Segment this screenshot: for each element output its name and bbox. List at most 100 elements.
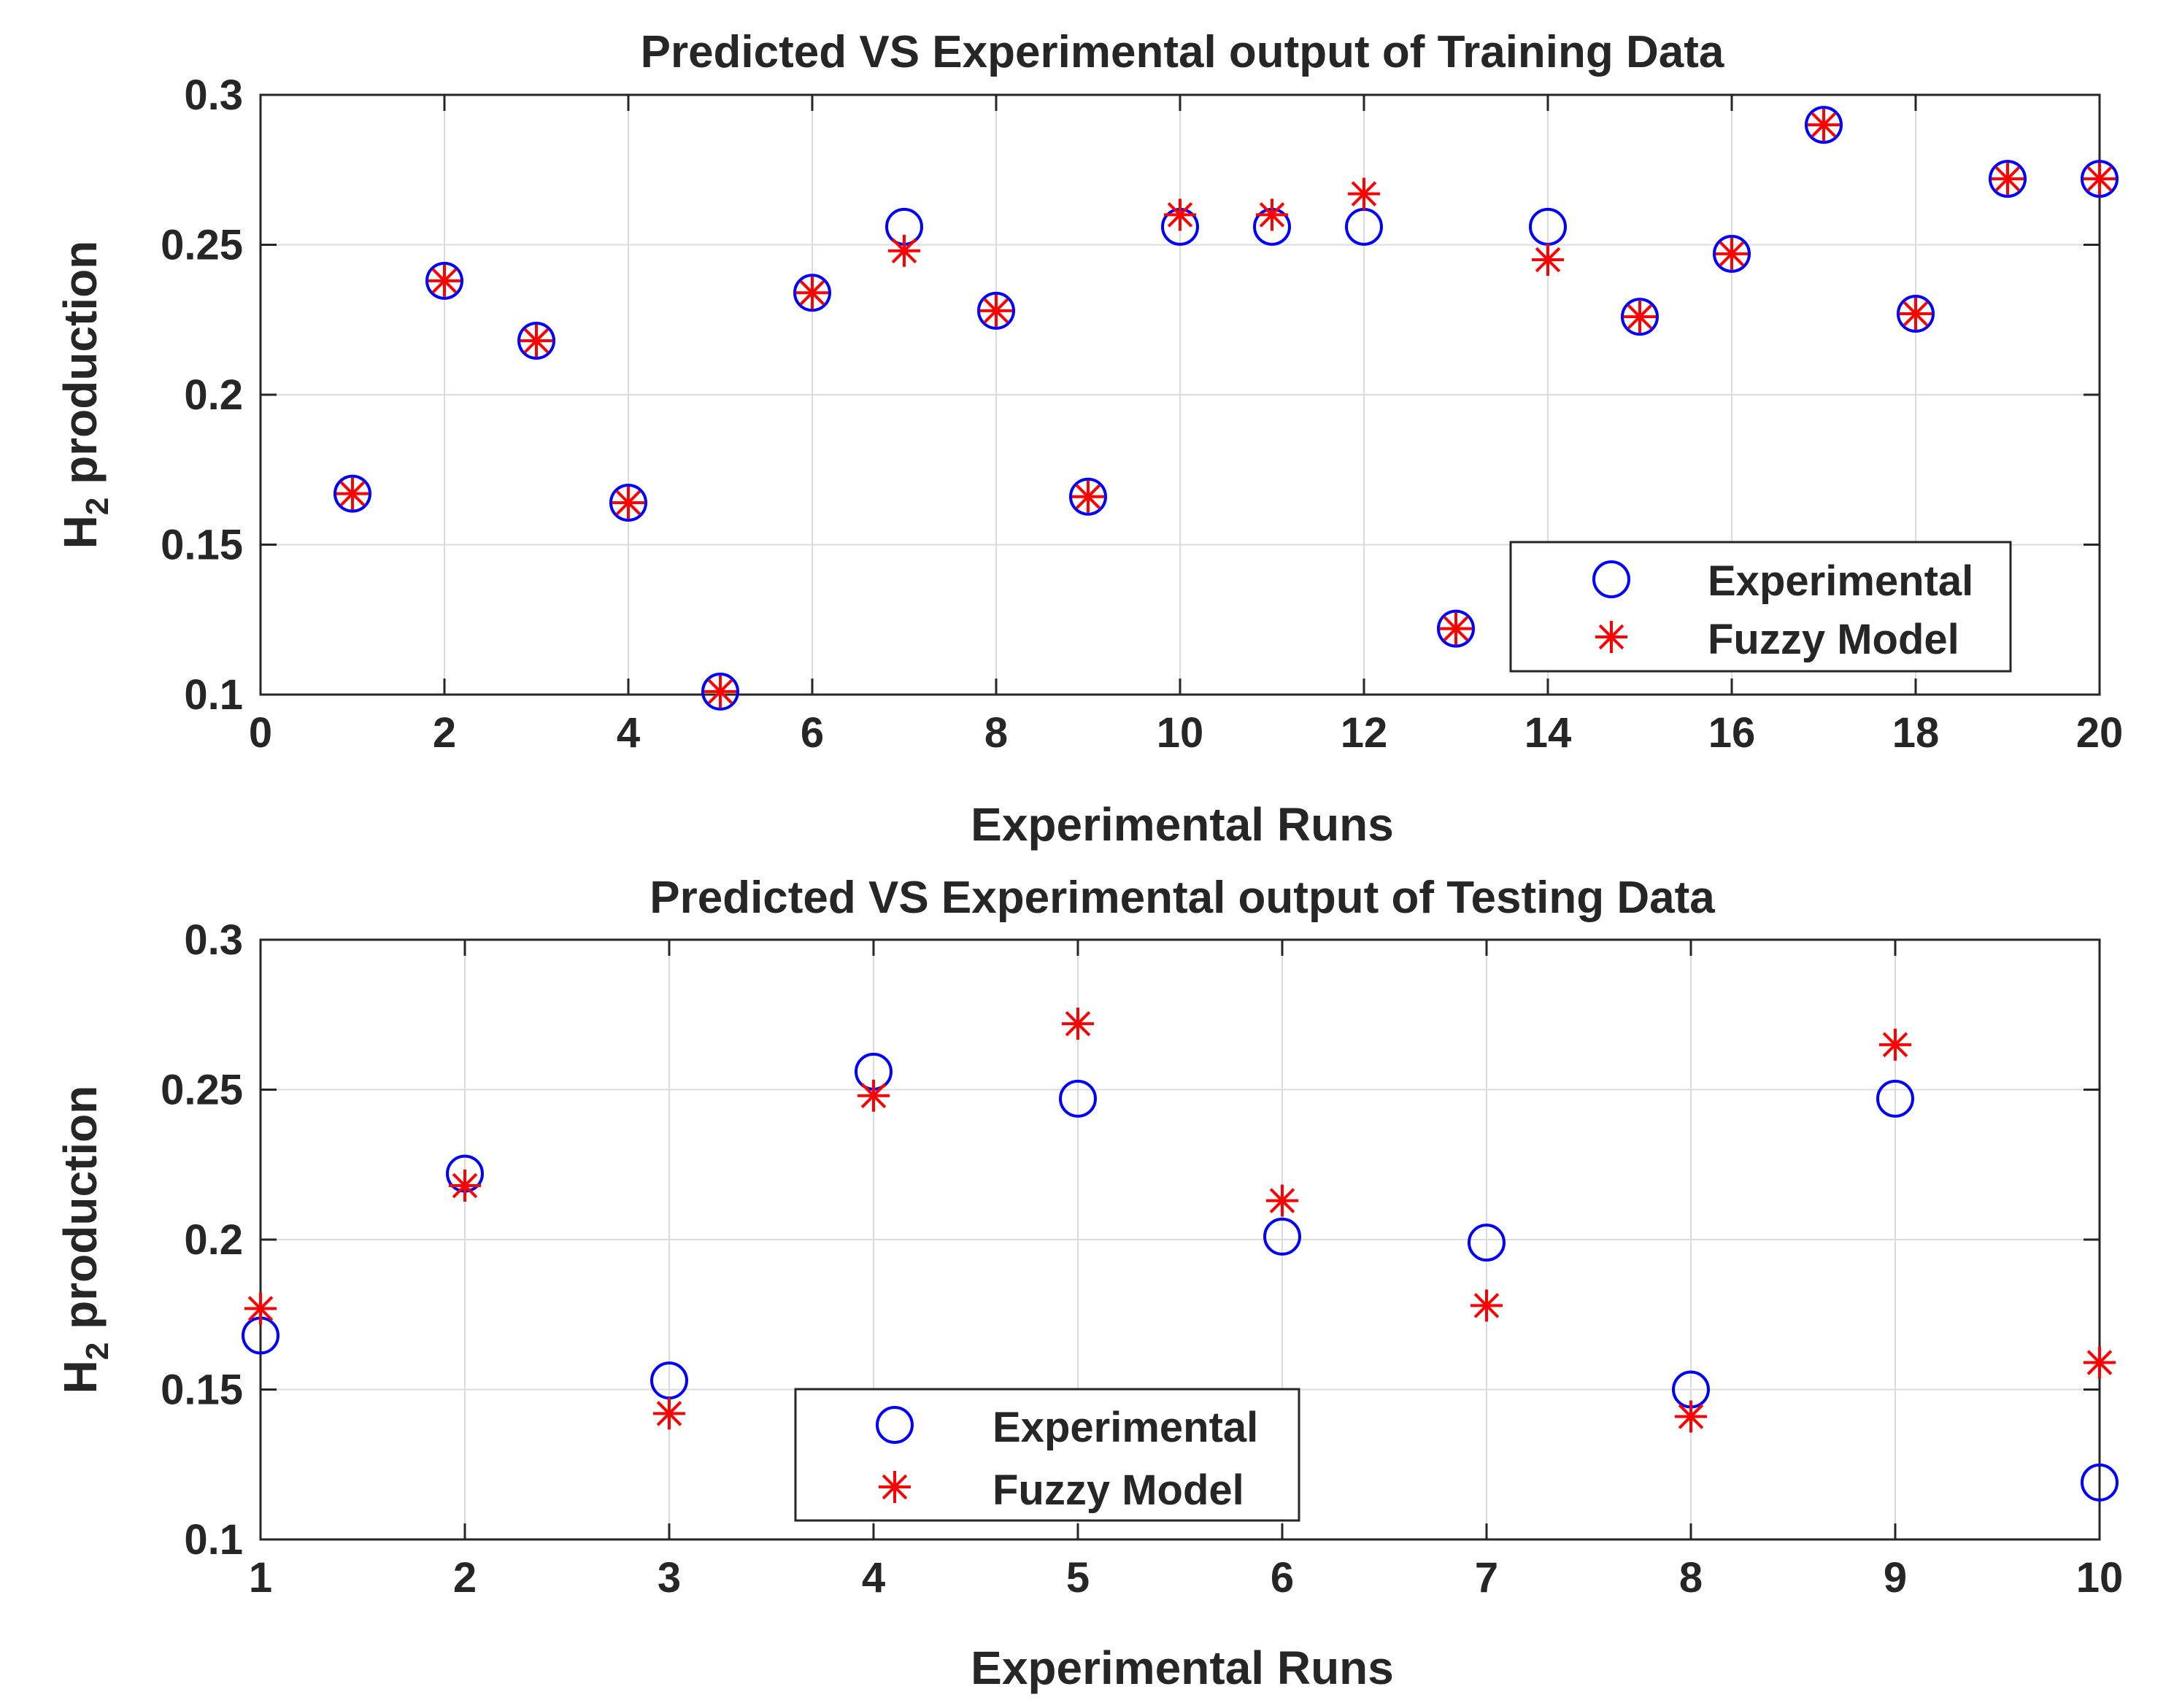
testing-fuzzy-point [653, 1397, 685, 1430]
training-legend-box [1509, 541, 2012, 673]
training-experimental-point [1897, 295, 1935, 333]
testing-legend-star-glyph [879, 1471, 911, 1503]
training-legend-experimental-marker [1592, 560, 1630, 598]
training-legend-circle-glyph [1592, 560, 1630, 598]
testing-fuzzy-point [2084, 1346, 2116, 1379]
training-fuzzy-point [428, 264, 460, 297]
training-fuzzy-point [1900, 298, 1932, 331]
training-fuzzy-point [796, 277, 828, 309]
testing-fuzzy-point [1062, 1008, 1094, 1040]
testing-chart-title: Predicted VS Experimental output of Test… [649, 873, 1715, 923]
testing-y-tick-label: 0.2 [184, 1216, 243, 1264]
testing-x-axis-label: Experimental Runs [971, 1642, 1394, 1694]
testing-experimental-point [1059, 1079, 1097, 1118]
training-x-tick-label: 18 [1892, 709, 1940, 757]
training-y-tick-label: 0.25 [161, 222, 243, 269]
testing-legend-circle-glyph [876, 1406, 914, 1444]
testing-chart: Predicted VS Experimental output of Test… [54, 873, 2123, 1694]
testing-x-tick-label: 6 [1271, 1554, 1294, 1601]
training-fuzzy-point [336, 477, 369, 510]
training-legend: Experimental Fuzzy Model [1509, 541, 2012, 673]
training-fuzzy-point [1348, 177, 1380, 210]
testing-experimental-point [1468, 1224, 1506, 1262]
testing-legend-fuzzy-label: Fuzzy Model [992, 1467, 1244, 1514]
training-x-tick-label: 2 [433, 709, 456, 757]
testing-x-tick-label: 3 [658, 1554, 681, 1601]
training-y-tick-label: 0.2 [184, 371, 243, 419]
testing-marks [242, 1008, 2119, 1502]
training-experimental-point [1069, 477, 1107, 516]
training-y-tick-label: 0.1 [184, 671, 243, 719]
testing-x-tick-label: 5 [1066, 1554, 1090, 1601]
training-experimental-point [609, 483, 647, 522]
training-fuzzy-point [1716, 237, 1748, 270]
training-fuzzy-point [1624, 301, 1656, 333]
testing-x-ticks: 1 2 3 4 5 6 7 8 9 10 [249, 940, 2123, 1601]
testing-x-tick-label: 2 [453, 1554, 477, 1601]
testing-y-label-rest: production [54, 1086, 107, 1342]
training-marks [334, 106, 2119, 711]
testing-y-tick-label: 0.3 [184, 916, 243, 964]
training-experimental-point [1437, 609, 1475, 648]
training-chart: Predicted VS Experimental output of Trai… [54, 27, 2123, 851]
testing-y-label-h: H [54, 1360, 107, 1394]
training-y-label-rest: production [54, 241, 107, 498]
training-experimental-point [517, 322, 555, 360]
testing-fuzzy-point [1266, 1184, 1298, 1217]
training-x-tick-label: 0 [249, 709, 272, 757]
testing-fuzzy-point [1675, 1400, 1707, 1433]
testing-x-tick-label: 7 [1475, 1554, 1498, 1601]
training-y-label-sub: 2 [80, 498, 115, 515]
training-chart-title: Predicted VS Experimental output of Trai… [641, 27, 1724, 77]
training-x-tick-label: 20 [2076, 709, 2124, 757]
testing-fuzzy-point [1470, 1289, 1503, 1322]
training-fuzzy-point [1164, 198, 1196, 231]
training-x-tick-label: 8 [984, 709, 1008, 757]
testing-y-axis-label: H2 production [54, 1086, 115, 1394]
training-fuzzy-point [980, 294, 1012, 327]
training-experimental-point [1621, 298, 1659, 336]
training-experimental-point [1713, 234, 1751, 273]
training-experimental-point [2081, 160, 2119, 198]
testing-fuzzy-point [1879, 1028, 1911, 1061]
training-fuzzy-point [1532, 244, 1564, 277]
training-experimental-point [425, 261, 463, 300]
training-fuzzy-point [704, 675, 736, 708]
training-legend-fuzzy-label: Fuzzy Model [1708, 616, 1959, 663]
testing-legend-fuzzy-marker [879, 1471, 911, 1503]
testing-y-tick-label: 0.1 [184, 1516, 243, 1564]
testing-legend-experimental-label: Experimental [992, 1404, 1258, 1451]
training-x-axis-label: Experimental Runs [971, 798, 1394, 851]
training-x-tick-label: 12 [1341, 709, 1388, 757]
training-fuzzy-point [2084, 163, 2116, 196]
testing-legend-experimental-marker [876, 1406, 914, 1444]
training-y-tick-label: 0.3 [184, 72, 243, 119]
testing-y-tick-label: 0.25 [161, 1067, 243, 1114]
training-fuzzy-point [1440, 612, 1472, 645]
training-y-axis-label: H2 production [54, 241, 115, 549]
training-fuzzy-point [612, 486, 644, 519]
training-experimental-point [1989, 160, 2027, 198]
training-legend-experimental-label: Experimental [1708, 557, 1973, 605]
training-fuzzy-point [1808, 109, 1840, 142]
training-fuzzy-point [520, 325, 552, 358]
training-experimental-point [1805, 106, 1843, 144]
training-x-tick-label: 10 [1157, 709, 1204, 757]
testing-experimental-point [1263, 1217, 1301, 1256]
testing-fuzzy-point [244, 1292, 277, 1325]
training-experimental-point [334, 474, 371, 513]
training-x-tick-label: 6 [801, 709, 824, 757]
testing-x-tick-label: 4 [862, 1554, 885, 1601]
training-experimental-point [701, 672, 739, 711]
training-fuzzy-point [1256, 198, 1288, 231]
training-fuzzy-point [888, 234, 920, 267]
testing-y-tick-label: 0.15 [161, 1367, 243, 1414]
training-fuzzy-point [1992, 163, 2024, 196]
testing-experimental-point [1876, 1079, 1914, 1118]
training-x-tick-label: 14 [1525, 709, 1572, 757]
training-x-tick-label: 4 [617, 709, 640, 757]
testing-legend-box [794, 1388, 1300, 1522]
training-legend-fuzzy-marker [1595, 621, 1627, 653]
training-experimental-point [793, 274, 831, 312]
